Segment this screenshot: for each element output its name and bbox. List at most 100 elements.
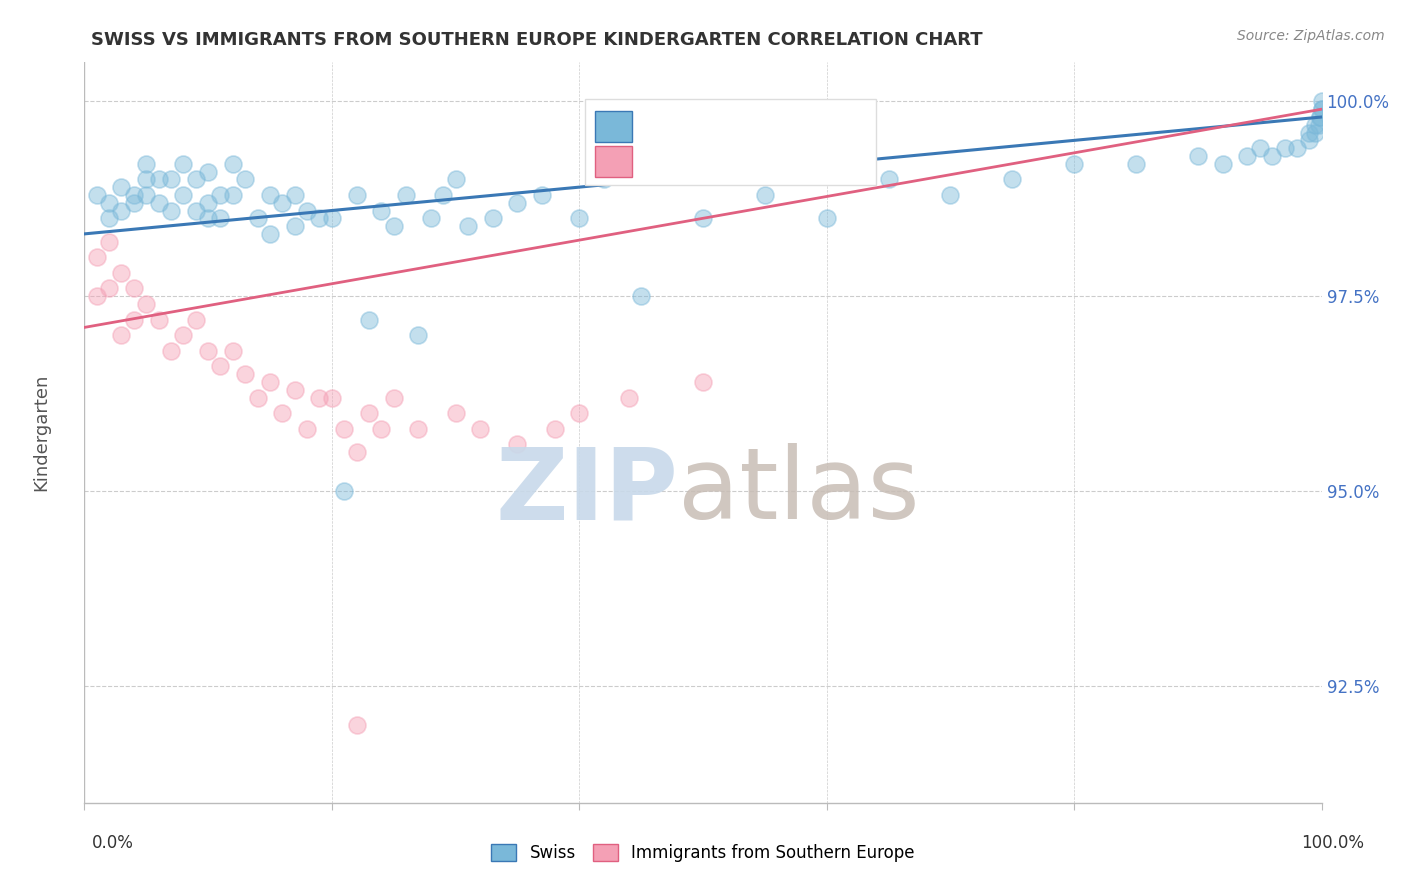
Point — [110, 328, 132, 343]
Point — [357, 406, 380, 420]
Text: Source: ZipAtlas.com: Source: ZipAtlas.com — [1237, 29, 1385, 43]
Point — [135, 297, 157, 311]
Point — [184, 203, 207, 218]
Point — [419, 211, 441, 226]
Point — [321, 391, 343, 405]
Point — [209, 211, 232, 226]
Point — [148, 172, 170, 186]
Point — [135, 172, 157, 186]
Point — [98, 211, 121, 226]
Point — [160, 203, 183, 218]
Text: atlas: atlas — [678, 443, 920, 541]
Point — [209, 188, 232, 202]
Point — [271, 195, 294, 210]
Point — [160, 172, 183, 186]
Point — [593, 172, 616, 186]
Point — [222, 157, 245, 171]
Point — [395, 188, 418, 202]
Point — [531, 188, 554, 202]
Point — [148, 195, 170, 210]
Text: R = 0.368   N = 38: R = 0.368 N = 38 — [643, 153, 813, 170]
Point — [333, 484, 356, 499]
Point — [321, 211, 343, 226]
FancyBboxPatch shape — [595, 146, 633, 178]
Point — [110, 203, 132, 218]
Point — [1063, 157, 1085, 171]
Point — [1308, 118, 1330, 132]
Point — [172, 157, 194, 171]
Point — [1309, 110, 1331, 124]
Point — [86, 188, 108, 202]
Point — [568, 211, 591, 226]
Point — [122, 312, 145, 326]
Text: SWISS VS IMMIGRANTS FROM SOUTHERN EUROPE KINDERGARTEN CORRELATION CHART: SWISS VS IMMIGRANTS FROM SOUTHERN EUROPE… — [91, 31, 983, 49]
Point — [122, 195, 145, 210]
Point — [122, 281, 145, 295]
Text: Kindergarten: Kindergarten — [32, 374, 51, 491]
Point — [617, 391, 640, 405]
Point — [568, 406, 591, 420]
Point — [346, 718, 368, 732]
Point — [1310, 102, 1333, 116]
Point — [444, 172, 467, 186]
Point — [284, 383, 307, 397]
Point — [939, 188, 962, 202]
Point — [1285, 141, 1308, 155]
Point — [333, 422, 356, 436]
Point — [692, 375, 714, 389]
Point — [457, 219, 479, 233]
Point — [877, 172, 900, 186]
Text: R = 0.456   N = 77: R = 0.456 N = 77 — [643, 117, 813, 135]
Point — [284, 188, 307, 202]
Point — [382, 391, 405, 405]
Point — [1305, 126, 1327, 140]
Point — [346, 188, 368, 202]
Point — [197, 195, 219, 210]
Point — [432, 188, 454, 202]
Point — [259, 227, 281, 241]
FancyBboxPatch shape — [585, 99, 876, 185]
Point — [98, 235, 121, 249]
Point — [543, 422, 565, 436]
Point — [172, 328, 194, 343]
Point — [1298, 126, 1320, 140]
Point — [382, 219, 405, 233]
Point — [1298, 133, 1320, 147]
Point — [197, 343, 219, 358]
Text: ZIP: ZIP — [495, 443, 678, 541]
Point — [98, 281, 121, 295]
Point — [184, 312, 207, 326]
Point — [86, 250, 108, 264]
Point — [1249, 141, 1271, 155]
FancyBboxPatch shape — [595, 111, 633, 142]
Point — [284, 219, 307, 233]
Point — [506, 437, 529, 451]
Point — [295, 203, 318, 218]
Point — [692, 211, 714, 226]
Point — [122, 188, 145, 202]
Point — [148, 312, 170, 326]
Point — [481, 211, 503, 226]
Point — [271, 406, 294, 420]
Point — [86, 289, 108, 303]
Point — [1310, 102, 1333, 116]
Point — [815, 211, 838, 226]
Point — [1001, 172, 1024, 186]
Point — [110, 266, 132, 280]
Point — [110, 180, 132, 194]
Point — [246, 391, 269, 405]
Point — [222, 188, 245, 202]
Point — [197, 164, 219, 178]
Point — [246, 211, 269, 226]
Point — [135, 188, 157, 202]
Point — [259, 188, 281, 202]
Point — [1310, 95, 1333, 109]
Point — [1236, 149, 1258, 163]
Point — [1309, 110, 1331, 124]
Point — [1305, 118, 1327, 132]
Point — [98, 195, 121, 210]
Point — [357, 312, 380, 326]
Point — [470, 422, 492, 436]
Point — [172, 188, 194, 202]
Point — [1125, 157, 1147, 171]
